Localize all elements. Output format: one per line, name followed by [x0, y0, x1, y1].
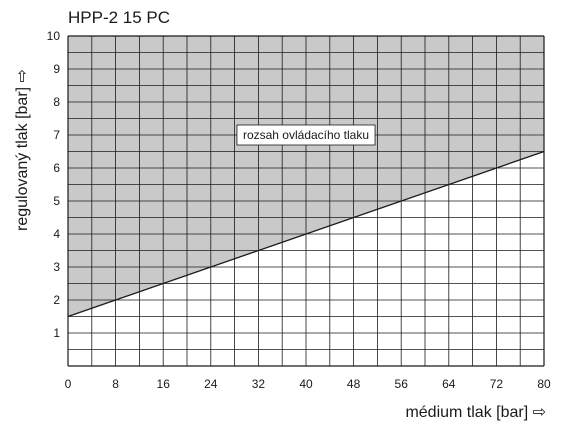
y-tick-label: 8 [53, 95, 60, 109]
y-tick-label: 1 [53, 326, 60, 340]
x-tick-label: 8 [112, 377, 119, 391]
annotation-label: rozsah ovládacího tlaku [243, 128, 369, 142]
x-tick-label: 56 [395, 377, 409, 391]
y-tick-label: 5 [53, 194, 60, 208]
x-tick-label: 72 [490, 377, 504, 391]
y-tick-label: 10 [47, 29, 61, 43]
boundary-line [67, 150, 545, 318]
x-tick-label: 24 [204, 377, 218, 391]
chart-title: HPP-2 15 PC [68, 8, 171, 27]
x-tick-label: 16 [157, 377, 171, 391]
y-tick-label: 4 [53, 227, 60, 241]
x-tick-label: 80 [537, 377, 551, 391]
y-tick-label: 7 [53, 128, 60, 142]
x-tick-label: 40 [299, 377, 313, 391]
y-tick-label: 3 [53, 260, 60, 274]
x-tick-label: 48 [347, 377, 361, 391]
annotation-box [236, 124, 376, 146]
x-tick-label: 64 [442, 377, 456, 391]
y-tick-label: 2 [53, 293, 60, 307]
x-tick-label: 0 [65, 377, 72, 391]
x-tick-label: 32 [252, 377, 266, 391]
y-tick-label: 6 [53, 161, 60, 175]
x-axis-label: médium tlak [bar] ⇨ [405, 404, 546, 421]
y-tick-label: 9 [53, 62, 60, 76]
